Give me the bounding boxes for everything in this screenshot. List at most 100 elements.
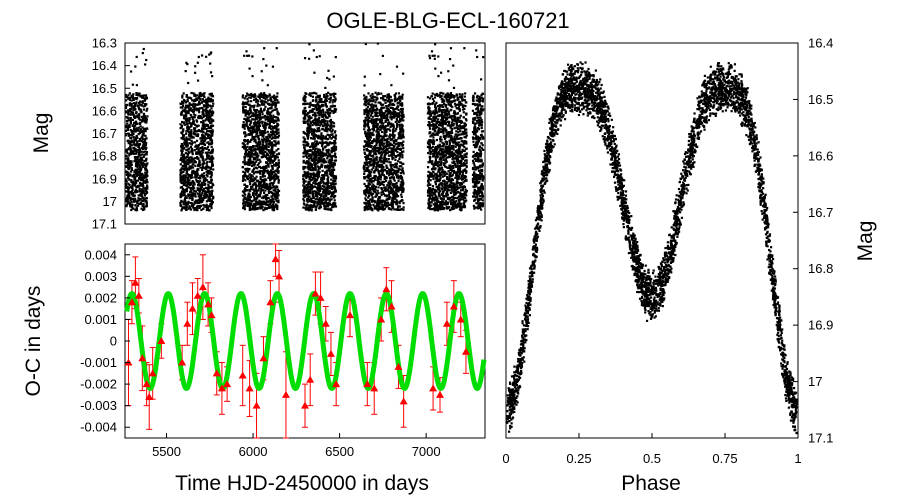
lc-point [252,172,256,175]
lc-point [129,145,132,149]
lc-point [130,161,133,164]
lc-point [326,164,329,167]
lc-point [307,189,311,192]
lc-point [188,102,191,105]
lc-point [204,132,207,135]
lc-point [322,136,325,139]
lc-point [271,177,275,180]
lc-point [209,151,212,154]
lc-point [194,164,197,167]
lc-point [190,115,193,118]
lc-point [326,138,329,141]
lc-point [329,154,332,157]
lc-point [271,183,274,186]
lc-point [369,114,372,117]
lc-point [329,174,333,177]
lc-point [250,138,253,142]
lc-point [183,147,186,150]
lc-point [126,185,129,189]
lc-point [253,98,256,102]
lc-point [303,170,306,173]
lc-point [135,168,138,171]
lc-point [331,191,334,194]
lc-point [397,92,401,95]
lc-point [375,135,378,138]
lc-point [318,190,321,193]
lc-point [195,190,198,193]
lc-point [180,199,183,202]
lc-point [316,188,319,192]
lc-point [138,181,142,185]
lc-point [211,134,214,137]
lc-point [134,165,138,168]
lc-point [310,163,314,167]
lc-point [209,71,213,74]
lc-point [205,147,208,150]
lc-point [258,112,261,115]
lc-point [302,165,305,169]
lc-point [324,102,327,105]
lc-point [187,81,190,85]
lc-point [261,179,264,182]
lc-point [252,179,255,182]
lc-point [209,62,212,65]
lc-point [317,135,321,138]
lc-point [188,132,191,135]
lc-point [193,93,196,96]
lc-point [207,110,210,113]
lc-point [135,129,139,132]
lc-point [187,109,190,112]
lc-point [203,95,206,98]
lc-point [260,92,263,95]
lc-point [199,163,202,167]
lc-point [259,166,263,169]
lc-point [331,121,334,124]
lc-point [140,202,143,205]
lc-point [126,122,129,125]
lc-point [201,151,204,154]
lc-point [309,145,312,148]
lc-point [247,54,251,57]
lc-point [303,174,306,177]
lc-point [324,129,327,132]
lc-point [333,99,336,102]
lc-point [248,173,251,176]
lc-point [260,70,263,73]
lc-point [268,175,271,178]
lc-point [276,110,279,113]
lc-point [334,56,337,59]
lc-point [275,142,278,145]
lc-point [195,178,198,181]
lc-point [303,139,306,142]
lc-point [252,195,256,198]
lc-point [203,162,206,165]
lc-point [251,105,254,108]
lc-point [368,150,371,153]
lc-point [135,97,139,100]
lc-point [332,196,336,199]
lc-point [143,174,146,177]
lc-point [144,116,147,120]
lc-point [306,141,309,144]
lc-point [264,155,268,159]
lc-point [326,191,329,194]
lc-point [129,170,133,173]
lc-point [271,95,274,98]
lc-point [251,175,254,178]
lc-point [134,152,138,155]
lc-point [310,159,313,162]
lc-point [309,174,312,177]
lc-point [184,100,188,104]
lc-point [202,104,205,107]
lc-point [245,185,248,188]
lc-point [180,167,183,170]
lc-point [138,153,141,156]
lc-point [302,177,305,181]
lc-point [125,173,128,176]
lc-point [146,107,149,110]
lc-point [132,113,135,116]
lc-point [124,129,128,133]
lc-point [269,170,272,174]
lc-point [303,137,306,141]
lc-point [305,186,308,190]
